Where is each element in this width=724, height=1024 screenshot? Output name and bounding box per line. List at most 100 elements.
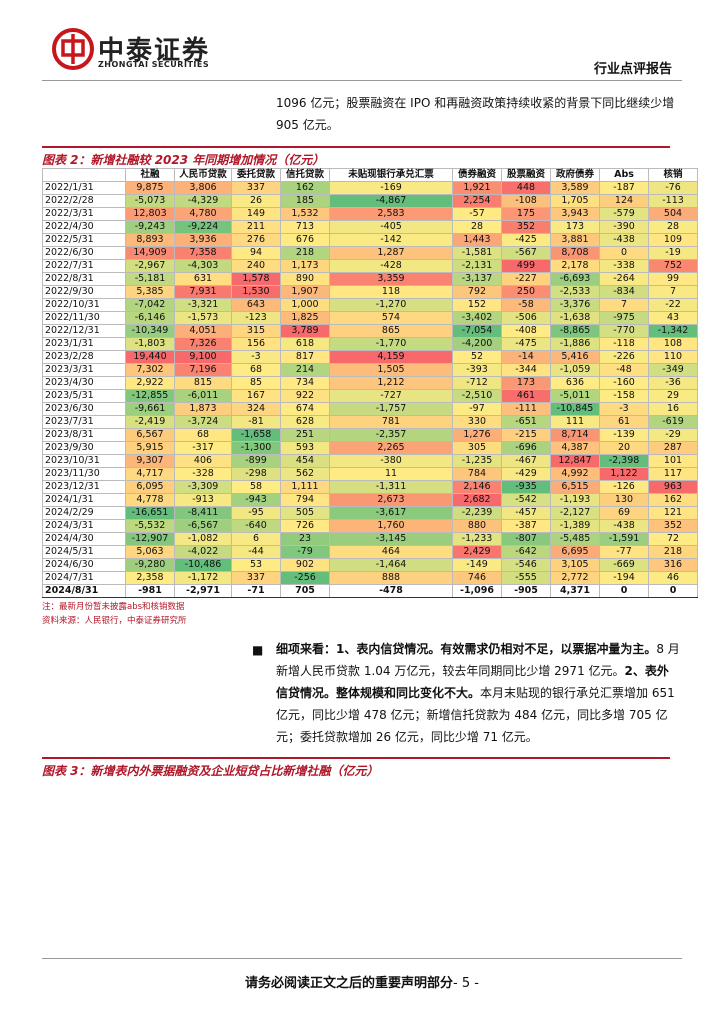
cell: -1,233: [452, 532, 502, 546]
cell: 68: [174, 428, 232, 442]
cell: -834: [599, 285, 649, 299]
cell: 108: [648, 337, 698, 351]
caption: 图表 2：新增社融较 2023 年同期增加情况（亿元）: [42, 146, 670, 168]
cell: -1,389: [550, 519, 600, 533]
table-row: 2023/7/31 -2,419 -3,724 -81 628 781 330 -651 111…: [42, 415, 698, 429]
cell: 2,254: [452, 194, 502, 208]
cell: 794: [280, 493, 330, 507]
cell: 3,943: [550, 207, 600, 221]
cell: 7: [599, 298, 649, 312]
cell: -1,193: [550, 493, 600, 507]
cell: -2,533: [550, 285, 600, 299]
cell: 337: [231, 181, 281, 195]
cell: -1,757: [329, 402, 453, 416]
cell: 149: [231, 207, 281, 221]
cell: 0: [599, 246, 649, 260]
cell: 214: [280, 363, 330, 377]
column-header: 人民币贷款: [174, 168, 232, 182]
cell: -123: [231, 311, 281, 325]
cell: 85: [231, 376, 281, 390]
row-label: 2022/8/31: [42, 272, 126, 286]
cell: 6: [231, 532, 281, 546]
cell: -9,661: [125, 402, 175, 416]
cell: -2,127: [550, 506, 600, 520]
cell: -7,054: [452, 324, 502, 338]
column-header: 未贴现银行承兑汇票: [329, 168, 453, 182]
cell: -5,532: [125, 519, 175, 533]
cell: 1,111: [280, 480, 330, 494]
cell: 2,265: [329, 441, 453, 455]
row-label: 2023/6/30: [42, 402, 126, 416]
text-run: 8 月新增人民币贷款 1.04 万亿元，较去年同期同比少增 2971 亿元。: [276, 642, 680, 678]
cell: 784: [452, 467, 502, 481]
table-row: 2022/9/30 5,385 7,931 1,530 1,907 118 792 250 -2…: [42, 285, 698, 299]
cell: 94: [231, 246, 281, 260]
cell: -6,567: [174, 519, 232, 533]
table-row: 2024/5/31 5,063 -4,022 -44 -79 464 2,429 -642 6,…: [42, 545, 698, 559]
cell: 316: [648, 558, 698, 572]
cell: -4,200: [452, 337, 502, 351]
cell: 7,358: [174, 246, 232, 260]
cell: -506: [501, 311, 551, 325]
cell: -390: [599, 220, 649, 234]
cell: 1,825: [280, 311, 330, 325]
cell: 902: [280, 558, 330, 572]
cell: 705: [280, 584, 330, 598]
cell: -405: [329, 220, 453, 234]
cell: -4,022: [174, 545, 232, 559]
cell: -438: [599, 519, 649, 533]
cell: 12,803: [125, 207, 175, 221]
cell: 562: [280, 467, 330, 481]
cell: 922: [280, 389, 330, 403]
cell: 315: [231, 324, 281, 338]
cell: -111: [501, 402, 551, 416]
text-run: 细项来看：1、表内信贷情况。有效需求仍相对不足，以票据冲量为主。: [276, 642, 657, 656]
cell: 9,100: [174, 350, 232, 364]
cell: 16: [648, 402, 698, 416]
cell: -158: [599, 389, 649, 403]
row-label: 2022/6/30: [42, 246, 126, 260]
cell: -7,042: [125, 298, 175, 312]
cell: -467: [501, 454, 551, 468]
cell: -1,172: [174, 571, 232, 585]
cell: -169: [329, 181, 453, 195]
cell: 674: [280, 402, 330, 416]
cell: 324: [231, 402, 281, 416]
cell: -555: [501, 571, 551, 585]
cell: -19: [648, 246, 698, 260]
column-header: 委托贷款: [231, 168, 281, 182]
cell: -76: [648, 181, 698, 195]
cell: 7,326: [174, 337, 232, 351]
cell: 3,105: [550, 558, 600, 572]
cell: -393: [452, 363, 502, 377]
cell: 4,159: [329, 350, 453, 364]
cell: 4,717: [125, 467, 175, 481]
cell: -807: [501, 532, 551, 546]
cell: -81: [231, 415, 281, 429]
cell: 3,936: [174, 233, 232, 247]
cell: -77: [599, 545, 649, 559]
table-row: 2023/12/31 6,095 -3,309 58 1,111 -1,311 2,146-…: [42, 480, 698, 494]
cell: -5,485: [550, 532, 600, 546]
table-row: 2022/8/31 -5,181 631 1,578 890 3,359 -3,137 -22…: [42, 272, 698, 286]
cell: 4,780: [174, 207, 232, 221]
column-header: 信托贷款: [280, 168, 330, 182]
logo-name: 中泰证券: [98, 36, 211, 66]
cell: -9,224: [174, 220, 232, 234]
cell: -9,280: [125, 558, 175, 572]
row-label: 2023/5/31: [42, 389, 126, 403]
cell: -899: [231, 454, 281, 468]
cell: -619: [648, 415, 698, 429]
text-run: 2、表外信贷情况。整体规模和同比变化不大。: [276, 664, 669, 700]
column-header: [42, 168, 126, 182]
page-number: - 5 -: [453, 976, 479, 991]
cell: 330: [452, 415, 502, 429]
column-header: 政府债券: [550, 168, 600, 182]
cell: -696: [501, 441, 551, 455]
row-label: 2023/8/31: [42, 428, 126, 442]
cell: 9,875: [125, 181, 175, 195]
row-label: 2024/6/30: [42, 558, 126, 572]
row-label: 2023/1/31: [42, 337, 126, 351]
cell: 1,276: [452, 428, 502, 442]
cell: 4,992: [550, 467, 600, 481]
